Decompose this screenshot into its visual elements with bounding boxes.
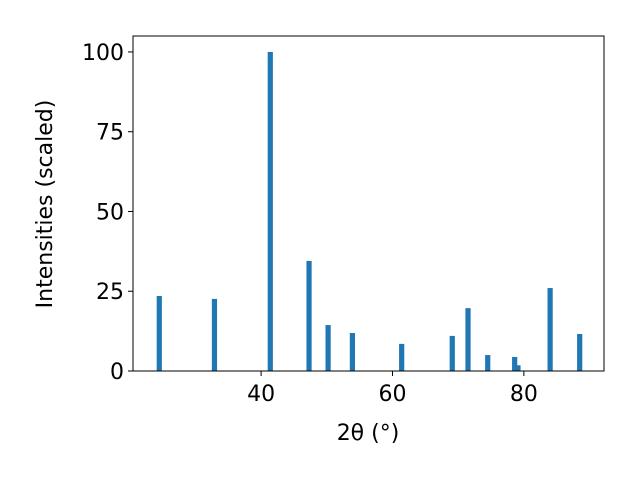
bar bbox=[349, 333, 356, 371]
y-tick-label: 100 bbox=[82, 41, 124, 66]
y-tick-label: 75 bbox=[96, 121, 124, 146]
x-tick-label: 40 bbox=[247, 382, 275, 407]
bar bbox=[267, 51, 273, 371]
bar bbox=[515, 365, 521, 371]
bar bbox=[577, 333, 583, 371]
bar bbox=[512, 356, 518, 371]
bar bbox=[485, 355, 491, 371]
bar bbox=[399, 343, 405, 371]
plot-frame bbox=[132, 35, 605, 372]
bar bbox=[156, 296, 162, 371]
bar bbox=[547, 288, 553, 371]
x-tick-label: 60 bbox=[378, 382, 406, 407]
bar bbox=[325, 325, 331, 371]
bar bbox=[465, 308, 471, 371]
y-tick-label: 0 bbox=[110, 360, 124, 385]
y-tick-label: 50 bbox=[96, 200, 124, 225]
bar bbox=[306, 260, 312, 371]
bar bbox=[211, 298, 218, 371]
bar bbox=[449, 335, 455, 371]
y-axis-label: Intensities (scaled) bbox=[33, 100, 58, 309]
x-tick-label: 80 bbox=[510, 382, 538, 407]
x-axis-label: 2θ (°) bbox=[337, 421, 400, 446]
y-tick-label: 25 bbox=[96, 280, 124, 305]
